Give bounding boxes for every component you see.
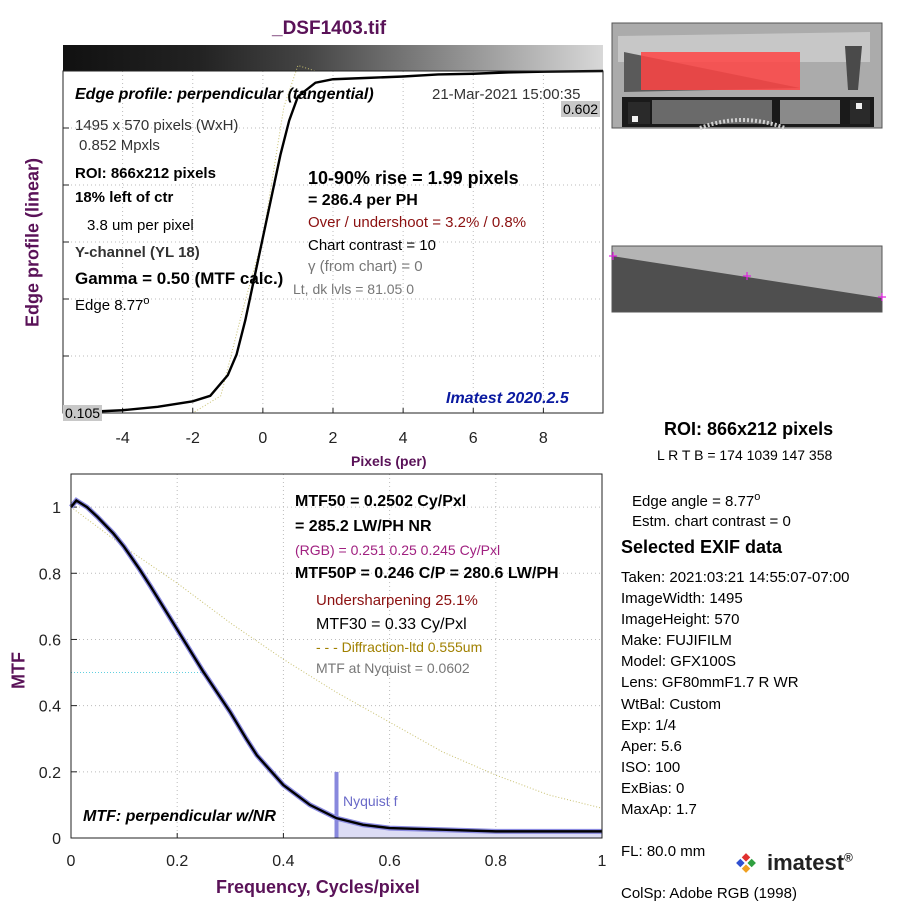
edge-plot (62, 64, 604, 415)
diffraction-curve (70, 506, 603, 809)
edge-grid (63, 71, 603, 413)
exif-item: ColSp: Adobe RGB (1998) (621, 885, 797, 903)
edge-subtitle: Edge profile: perpendicular (tangential) (75, 86, 374, 103)
edge-gamma-chart: γ (from chart) = 0 (308, 258, 423, 275)
edge-ticks: -4 -2 0 2 4 6 8 (63, 127, 548, 447)
file-title: _DSF1403.tif (272, 18, 387, 39)
mtf-tick-label-y: 0.4 (39, 699, 61, 716)
edge-per-ph: = 286.4 per PH (308, 192, 418, 209)
mtf50-lwph: = 285.2 LW/PH NR (295, 518, 432, 535)
side-lrtb: L R T B = 174 1039 147 358 (657, 447, 833, 463)
edge-frame (62, 70, 604, 414)
mtf-curve (70, 498, 602, 833)
mtf-caption: MTF: perpendicular w/NR (83, 808, 276, 825)
exif-item: WtBal: Custom (621, 695, 722, 713)
edge-mpxls: 0.852 Mpxls (79, 137, 160, 154)
exif-item: Lens: GF80mmF1.7 R WR (621, 674, 799, 692)
edge-bot-val: 0.105 (63, 405, 103, 421)
edge-um: 3.8 um per pixel (87, 217, 194, 234)
mtf-grid (70, 474, 603, 839)
mtf-tick-label-x: 0.8 (485, 853, 507, 870)
edge-gamma: Gamma = 0.50 (MTF calc.) (75, 269, 284, 288)
side-roi: ROI: 866x212 pixels (664, 419, 834, 439)
mtf50-rgb: (RGB) = 0.251 0.25 0.245 Cy/Pxl (295, 542, 501, 558)
mtf-tick-label-x: 1 (598, 853, 607, 870)
mtf-tick-label-y: 1 (52, 500, 61, 517)
edge-datetime: 21-Mar-2021 15:00:35 (432, 86, 581, 103)
mtf-tick-label-y: 0.6 (39, 632, 61, 649)
mtf-tick-label-y: 0.8 (39, 566, 61, 583)
edge-roi: ROI: 866x212 pixels (75, 165, 216, 182)
exif-item: FL: 80.0 mm (621, 843, 706, 861)
exif-item: MaxAp: 1.7 (621, 801, 697, 819)
edge-tick-label: -2 (186, 430, 200, 447)
edge-top-val: 0.602 (561, 101, 601, 117)
nyquist-mtf-label: MTF at Nyquist = 0.0602 (316, 660, 470, 676)
exif-list: Taken: 2021:03:21 14:55:07-07:00 ImageWid… (621, 567, 850, 905)
edge-tick-label: -4 (115, 430, 129, 447)
mtf50p-label: MTF50P = 0.246 C/P = 280.6 LW/PH (295, 565, 559, 582)
edge-version: Imatest 2020.2.5 (446, 390, 569, 407)
exif-title: Selected EXIF data (621, 537, 783, 557)
mtf-frame (70, 473, 603, 839)
side-contrast: Estm. chart contrast = 0 (632, 513, 791, 530)
exif-item: Make: FUJIFILM (621, 632, 732, 650)
chart-thumbnail (611, 22, 883, 130)
nyquist-f-label: Nyquist f (343, 793, 398, 809)
edge-tick-label: 8 (539, 430, 548, 447)
edge-tick-label: 2 (329, 430, 338, 447)
exif-item: Taken: 2021:03:21 14:55:07-07:00 (621, 569, 850, 586)
exif-item: ImageHeight: 570 (621, 611, 740, 629)
density-bar (63, 45, 603, 71)
mtf-tick-label-x: 0.2 (166, 853, 188, 870)
edge-lt-dk: Lt, dk lvls = 81.05 0 (293, 281, 415, 297)
mtf-tick-label-x: 0.4 (272, 853, 294, 870)
mtf-tick-label-y: 0.2 (39, 765, 61, 782)
exif-item: Exp: 1/4 (621, 716, 677, 734)
diffraction-label: - - - Diffraction-ltd 0.555um (316, 639, 483, 655)
edge-angle: Edge 8.77o (75, 295, 150, 314)
edge-dims: 1495 x 570 pixels (WxH) (75, 117, 239, 134)
exif-item: Model: GFX100S (621, 653, 737, 671)
mtf-tick-label-y: 0 (52, 831, 61, 848)
exif-item: Aper: 5.6 (621, 737, 682, 755)
mtf-xlabel: Frequency, Cycles/pixel (216, 877, 420, 897)
edge-channel: Y-channel (YL 18) (75, 244, 200, 261)
edge-tick-label: 4 (399, 430, 408, 447)
edge-tick-label: 6 (469, 430, 478, 447)
edge-overshoot: Over / undershoot = 3.2% / 0.8% (308, 214, 527, 231)
exif-item (621, 820, 850, 841)
undersharp-label: Undersharpening 25.1% (316, 592, 478, 609)
imatest-logo-text: imatest® (767, 850, 853, 875)
exif-item: ISO: 100 (621, 758, 681, 776)
edge-profile-line (62, 69, 604, 415)
edge-rise: 10-90% rise = 1.99 pixels (308, 168, 519, 188)
edge-left: 18% left of ctr (75, 189, 174, 206)
mtf-ticks: 0 0.2 0.4 0.6 0.8 1 0 0.2 0.4 0.6 0.8 1 (39, 500, 607, 870)
exif-item: ExBias: 0 (621, 779, 685, 797)
edge-xlabel: Pixels (per) (351, 453, 427, 469)
mtf-plot (69, 497, 603, 838)
exif-item: ImageWidth: 1495 (621, 590, 743, 608)
side-edge-angle: Edge angle = 8.77o (632, 491, 761, 510)
mtf-tick-label-x: 0.6 (378, 853, 400, 870)
edge-contrast: Chart contrast = 10 (308, 237, 436, 254)
mtf30-label: MTF30 = 0.33 Cy/Pxl (316, 616, 467, 633)
mtf50-label: MTF50 = 0.2502 Cy/Pxl (295, 493, 467, 510)
mtf-tick-label-x: 0 (67, 853, 76, 870)
roi-thumbnail (609, 245, 886, 313)
edge-tick-label: 0 (258, 430, 267, 447)
